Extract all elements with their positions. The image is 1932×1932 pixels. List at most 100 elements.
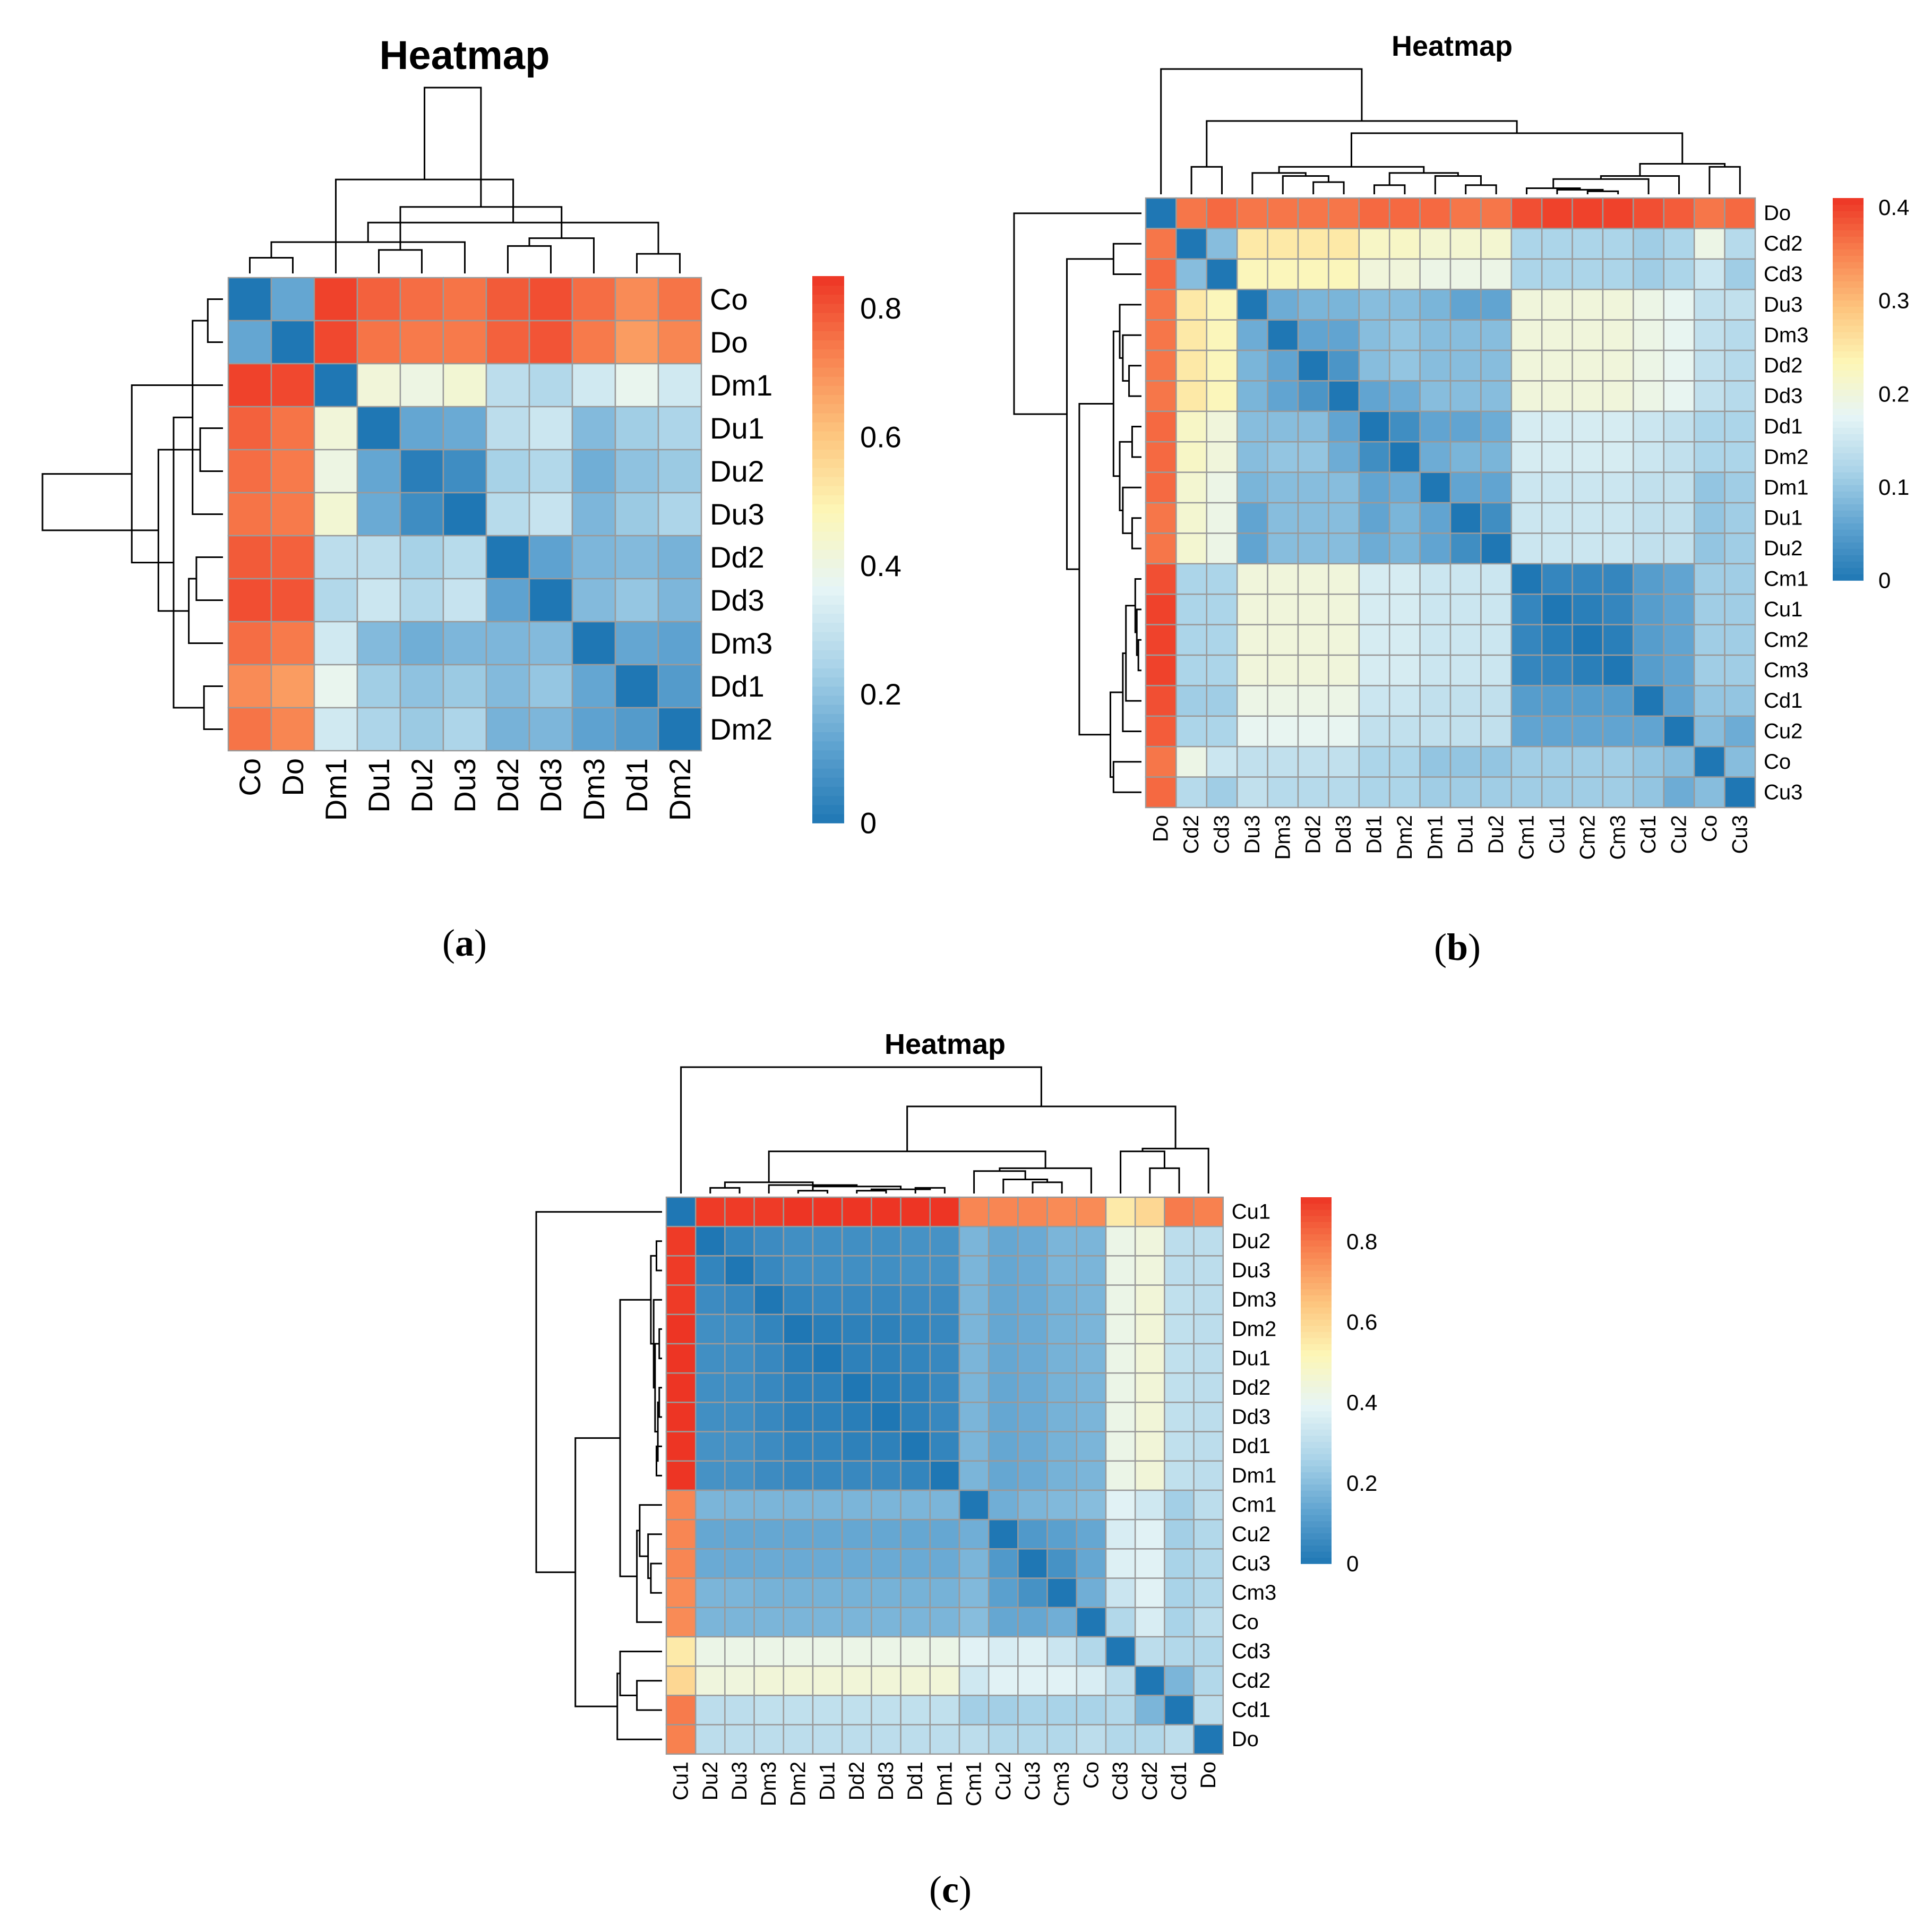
row-label: Cu2 — [1764, 720, 1802, 743]
heatmap-cell — [1693, 197, 1725, 229]
heatmap-cell — [1267, 685, 1299, 717]
heatmap-cell — [1046, 1695, 1078, 1725]
heatmap-cell — [1724, 745, 1756, 778]
heatmap-cell — [958, 1548, 990, 1579]
color-legend-swatch — [812, 813, 844, 823]
heatmap-cell — [1602, 288, 1634, 321]
column-label: Du1 — [1454, 815, 1478, 854]
dendrogram-branch — [1465, 184, 1497, 194]
heatmap-cell — [871, 1402, 901, 1432]
dendrogram-branch — [1350, 132, 1684, 167]
heatmap-cell — [528, 492, 573, 537]
heatmap-cell — [1449, 533, 1482, 565]
heatmap-cell — [1663, 502, 1695, 534]
color-legend-swatch — [1301, 1502, 1332, 1509]
heatmap-cell — [1572, 380, 1604, 413]
color-legend-swatch — [1833, 574, 1864, 581]
heatmap-cell — [783, 1431, 814, 1462]
heatmap-cell — [1419, 654, 1452, 686]
color-legend-tick-label: 0 — [860, 806, 877, 840]
column-label: Co — [1079, 1762, 1103, 1789]
heatmap-cell — [1663, 563, 1695, 595]
heatmap-cell — [1175, 258, 1208, 290]
color-legend-swatch — [1833, 536, 1864, 543]
heatmap-cell — [399, 449, 444, 494]
row-label: Du1 — [710, 411, 765, 445]
heatmap-cell — [694, 1196, 726, 1227]
color-legend-swatch — [812, 595, 844, 605]
heatmap-cell — [1602, 776, 1634, 809]
heatmap-cell — [528, 707, 573, 752]
heatmap-cell — [812, 1431, 843, 1462]
heatmap-cell — [571, 621, 616, 666]
heatmap-cell — [1164, 1518, 1195, 1550]
heatmap-cell — [783, 1518, 814, 1550]
heatmap-cell — [1480, 715, 1513, 748]
heatmap-cell — [1419, 715, 1452, 748]
caption-open-paren: ( — [1434, 926, 1447, 968]
color-legend-swatch — [812, 504, 844, 514]
heatmap-cell — [1510, 258, 1543, 290]
heatmap-cell — [1602, 380, 1634, 413]
heatmap-cell — [1663, 441, 1695, 473]
heatmap-cell — [1328, 563, 1360, 595]
heatmap-cell — [929, 1489, 960, 1521]
heatmap-cell — [665, 1548, 697, 1579]
row-label: Do — [1764, 202, 1791, 225]
heatmap-cell — [614, 664, 659, 709]
caption-close-paren: ) — [474, 922, 487, 964]
heatmap-cell — [1076, 1460, 1107, 1491]
heatmap-cell — [528, 363, 573, 408]
row-label: Dm1 — [1232, 1464, 1276, 1487]
heatmap-cell — [1724, 410, 1756, 443]
column-label: Dd2 — [845, 1762, 869, 1800]
heatmap-cell — [1633, 502, 1665, 534]
heatmap-cell — [841, 1607, 872, 1638]
color-legend-swatch — [812, 495, 844, 504]
heatmap-cell — [1358, 197, 1390, 229]
heatmap-cell — [1105, 1460, 1136, 1491]
heatmap-cell — [485, 707, 530, 752]
heatmap-cell — [1145, 197, 1177, 229]
heatmap-cell — [1017, 1313, 1048, 1345]
heatmap-cell — [485, 578, 530, 623]
dendrogram-branch — [1002, 1179, 1049, 1193]
color-legend-swatch — [812, 631, 844, 641]
heatmap-cell — [1046, 1636, 1078, 1667]
heatmap-cell — [753, 1518, 785, 1550]
heatmap-cell — [227, 449, 272, 494]
row-label: Cd2 — [1764, 232, 1802, 255]
heatmap-cell — [1297, 471, 1329, 504]
heatmap-cell — [900, 1460, 931, 1491]
heatmap-cell — [1193, 1313, 1224, 1345]
heatmap-cell — [665, 1460, 697, 1491]
heatmap-cell — [313, 707, 358, 752]
heatmap-cell — [571, 535, 616, 580]
color-legend-swatch — [1301, 1337, 1332, 1344]
heatmap-cell — [1175, 563, 1208, 595]
heatmap-cell — [1164, 1196, 1195, 1227]
heatmap-cell — [1419, 776, 1452, 809]
heatmap-cell — [753, 1665, 785, 1696]
heatmap-cell — [1164, 1255, 1195, 1286]
heatmap-cell — [356, 578, 401, 623]
heatmap-cell — [1358, 654, 1390, 686]
heatmap-cell — [1236, 776, 1268, 809]
heatmap-cell — [812, 1343, 843, 1374]
heatmap-cell — [1419, 563, 1452, 595]
heatmap-cell — [1236, 593, 1268, 625]
heatmap-cell — [900, 1489, 931, 1521]
heatmap-cell — [1572, 533, 1604, 565]
row-label: Dd3 — [1232, 1405, 1270, 1429]
heatmap-cell — [1388, 410, 1421, 443]
heatmap-cell — [614, 578, 659, 623]
heatmap-cell — [1145, 410, 1177, 443]
row-label: Co — [1232, 1610, 1259, 1634]
dendrogram-branch — [1552, 178, 1650, 194]
heatmap-cell — [1572, 776, 1604, 809]
heatmap-cell — [1076, 1489, 1107, 1521]
dendrogram-branch — [856, 1190, 887, 1193]
heatmap-cell — [1164, 1225, 1195, 1257]
heatmap-cell — [1046, 1255, 1078, 1286]
